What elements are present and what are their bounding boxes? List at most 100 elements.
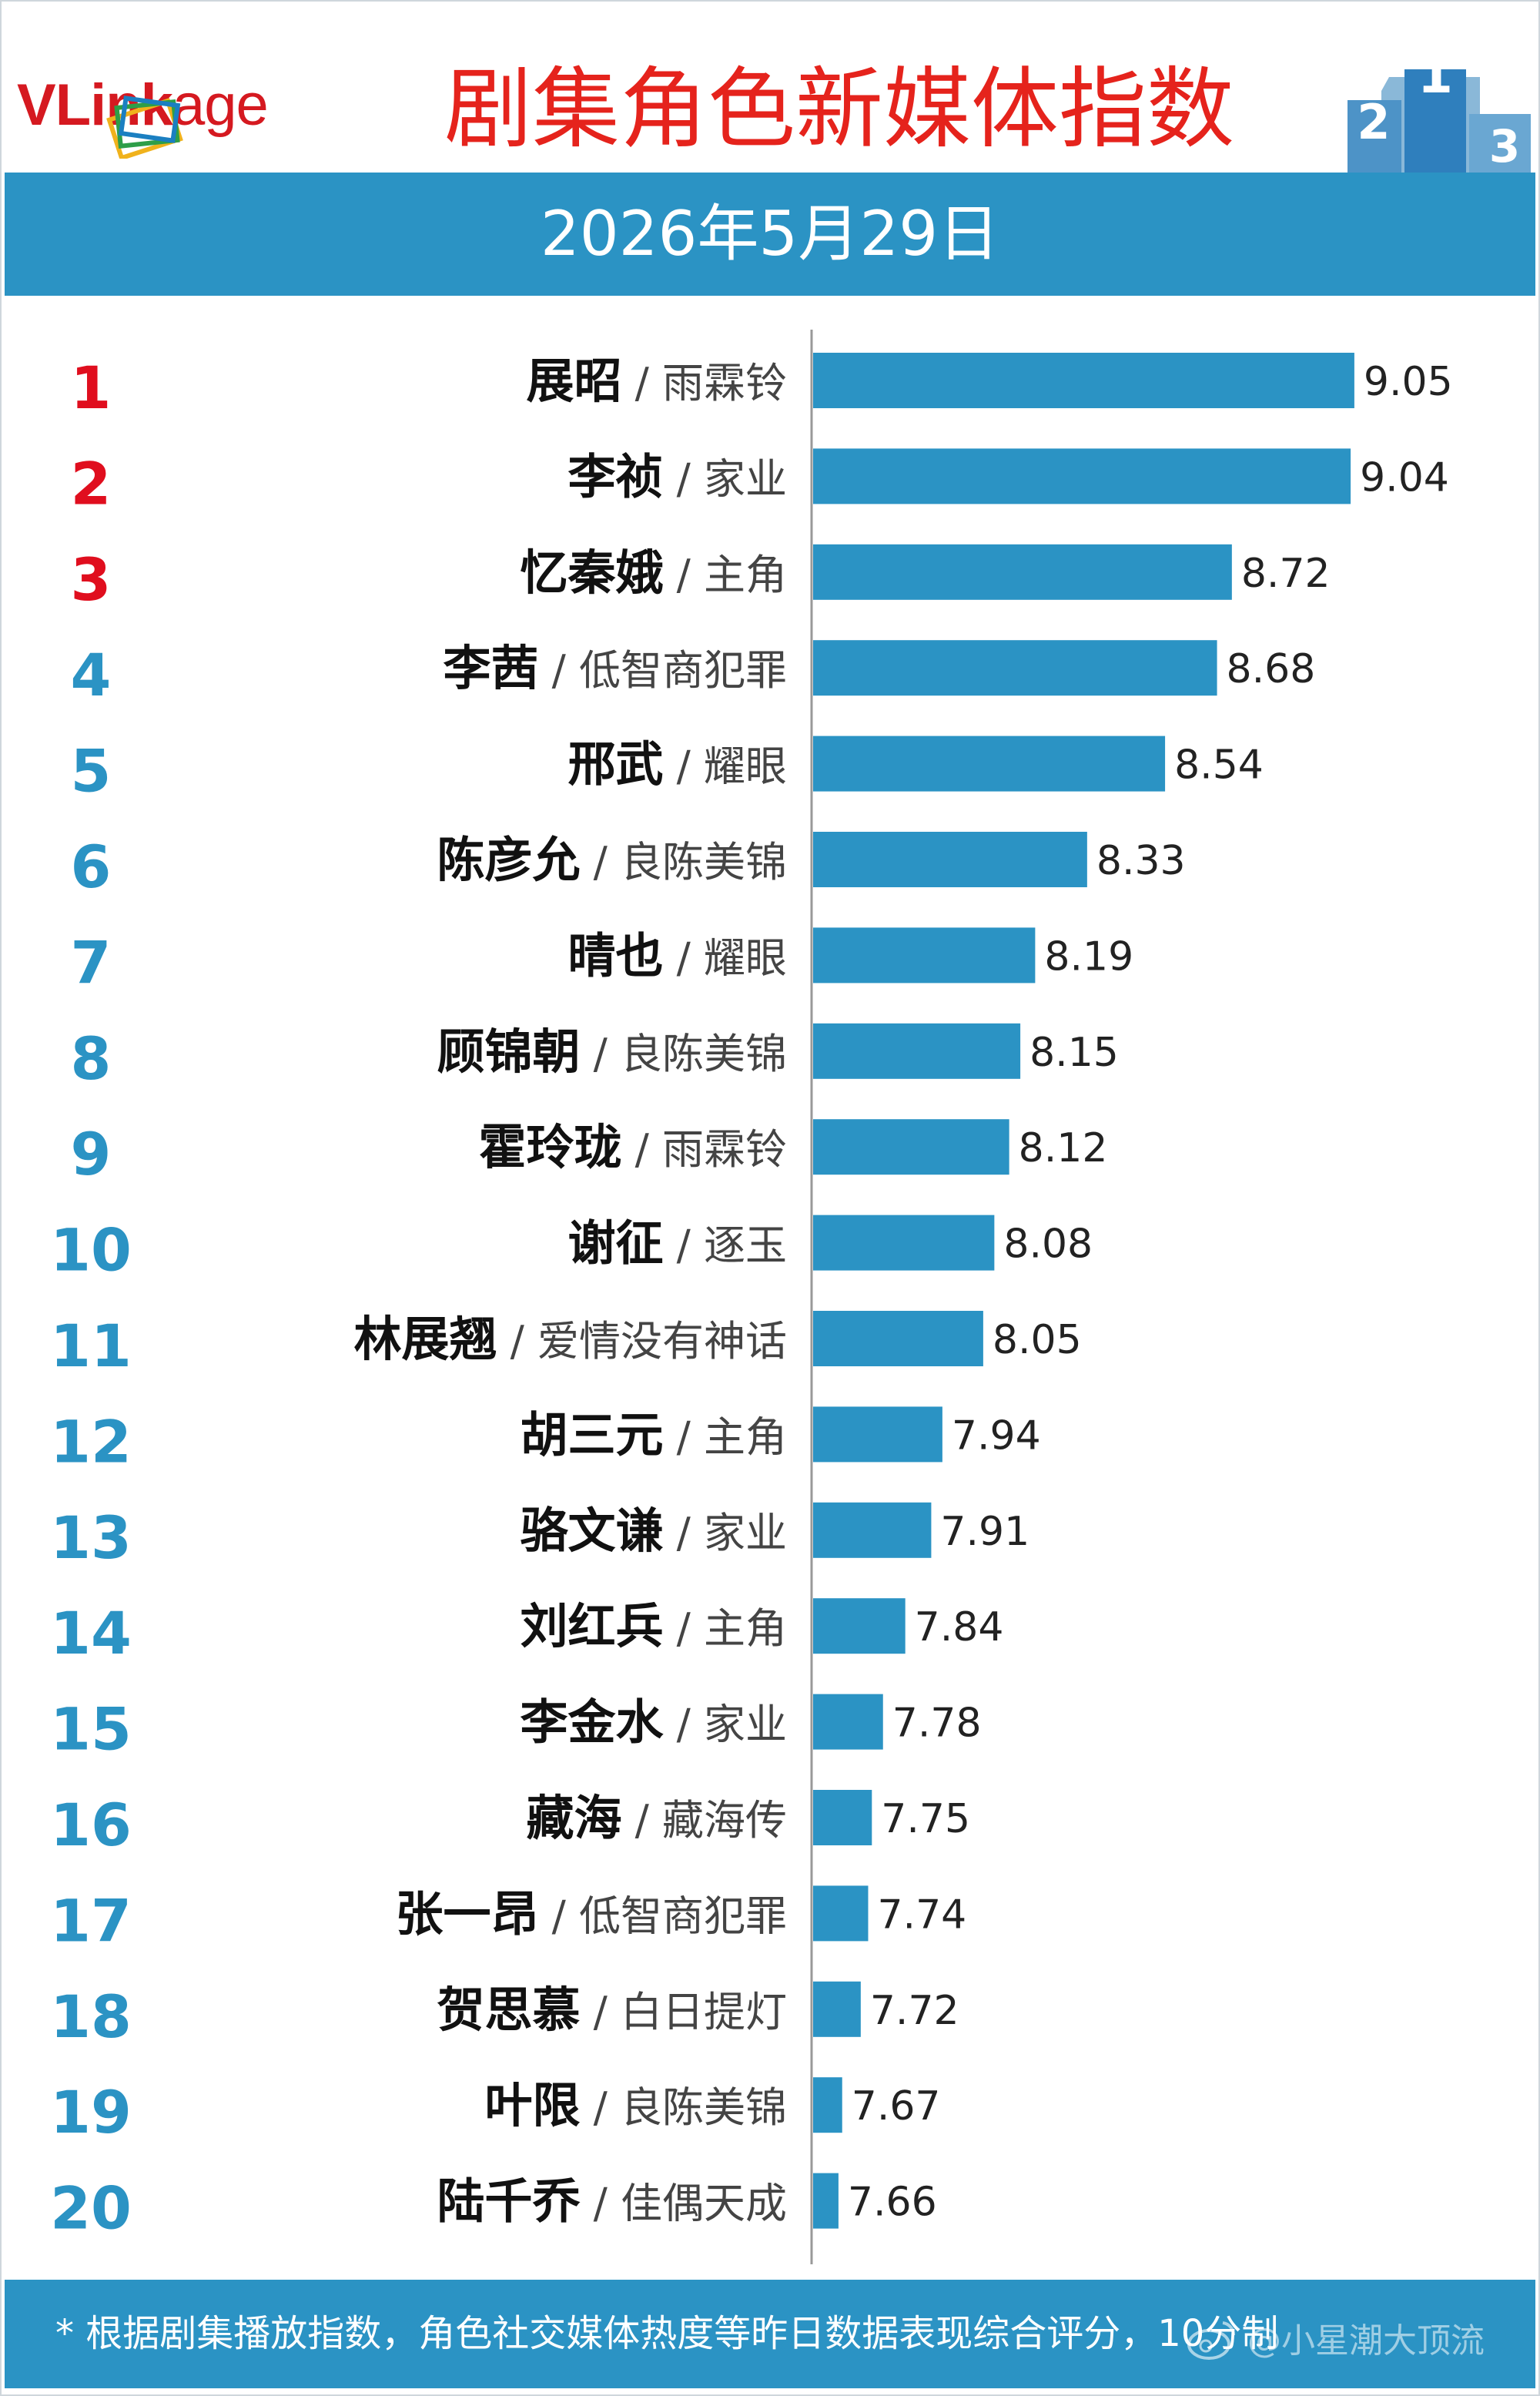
bar — [813, 1502, 932, 1558]
role-name: 李祯 — [567, 448, 663, 504]
bar — [813, 832, 1087, 887]
category-label: 陈彦允 / 良陈美锦 — [437, 832, 787, 888]
drama-name: 家业 — [704, 1701, 787, 1749]
label-separator: / — [663, 1509, 704, 1557]
rank-label: 14 — [50, 1599, 132, 1667]
label-separator: / — [580, 1988, 621, 2036]
label-separator: / — [580, 2180, 621, 2228]
drama-name: 良陈美锦 — [621, 2083, 787, 2132]
value-label: 8.72 — [1241, 551, 1331, 597]
footnote: * 根据剧集播放指数，角色社交媒体热度等昨日数据表现综合评分，10分制 — [55, 2312, 1279, 2355]
ranking-bar-chart: 1 展昭 / 雨霖铃 9.05 2 李祯 / 家业 9.04 3 忆秦娥 / 主角 8.72 4 李… — [50, 330, 1453, 2264]
label-separator: / — [538, 1892, 579, 1940]
label-separator: / — [663, 1412, 704, 1461]
role-name: 胡三元 — [520, 1406, 663, 1463]
category-label: 林展翘 / 爱情没有神话 — [353, 1311, 787, 1367]
rank-label: 15 — [50, 1695, 132, 1764]
podium-label-3: 3 — [1489, 120, 1520, 173]
role-name: 霍玲珑 — [478, 1119, 621, 1175]
value-label: 8.33 — [1096, 838, 1186, 884]
drama-name: 家业 — [704, 1509, 787, 1557]
drama-name: 雨霖铃 — [662, 359, 787, 407]
role-name: 谢征 — [567, 1215, 663, 1272]
category-label: 展昭 / 雨霖铃 — [526, 353, 787, 409]
bar — [813, 1023, 1021, 1079]
logo-age: age — [172, 72, 269, 138]
role-name: 骆文谦 — [520, 1503, 663, 1559]
rank-label: 16 — [50, 1791, 132, 1859]
value-label: 9.04 — [1360, 454, 1449, 501]
rank-label: 20 — [50, 2174, 132, 2243]
bar — [813, 448, 1351, 504]
label-separator: / — [663, 933, 704, 982]
value-label: 8.68 — [1227, 646, 1316, 692]
value-label: 7.74 — [877, 1892, 966, 1938]
category-label: 刘红兵 / 主角 — [520, 1598, 787, 1654]
value-label: 7.67 — [852, 2083, 941, 2130]
drama-name: 白日提灯 — [621, 1988, 787, 2036]
value-label: 8.15 — [1029, 1030, 1119, 1076]
drama-name: 藏海传 — [662, 1796, 787, 1845]
drama-name: 良陈美锦 — [621, 1030, 787, 1078]
rank-label: 4 — [71, 641, 112, 709]
role-name: 藏海 — [526, 1790, 621, 1846]
page-title: 剧集角色新媒体指数 — [444, 58, 1234, 160]
category-label: 忆秦娥 / 主角 — [520, 545, 787, 601]
drama-name: 低智商犯罪 — [579, 646, 787, 695]
drama-name: 主角 — [704, 1412, 787, 1461]
drama-name: 主角 — [704, 551, 787, 599]
value-label: 8.12 — [1019, 1125, 1108, 1171]
label-separator: / — [663, 742, 704, 791]
role-name: 陈彦允 — [437, 832, 580, 888]
value-label: 7.66 — [848, 2180, 937, 2226]
value-label: 8.05 — [993, 1317, 1082, 1363]
label-separator: / — [621, 359, 662, 407]
bar — [813, 353, 1354, 408]
category-label: 霍玲珑 / 雨霖铃 — [478, 1119, 787, 1175]
bar — [813, 736, 1166, 792]
category-label: 李祯 / 家业 — [567, 448, 787, 504]
category-label: 张一昂 / 低智商犯罪 — [395, 1885, 787, 1942]
value-label: 7.75 — [881, 1796, 970, 1842]
bar — [813, 1885, 869, 1942]
value-label: 7.78 — [892, 1701, 982, 1747]
drama-name: 雨霖铃 — [662, 1125, 787, 1174]
role-name: 贺思慕 — [437, 1982, 580, 2038]
drama-name: 良陈美锦 — [621, 838, 787, 886]
bar — [813, 1981, 861, 2037]
category-label: 贺思慕 / 白日提灯 — [437, 1982, 787, 2038]
category-label: 顾锦朝 / 良陈美锦 — [437, 1024, 787, 1080]
rank-label: 7 — [71, 928, 112, 997]
bar — [813, 1119, 1009, 1175]
category-label: 邢武 / 耀眼 — [567, 736, 787, 793]
bar — [813, 927, 1036, 984]
category-label: 李茜 / 低智商犯罪 — [443, 640, 787, 696]
category-label: 晴也 / 耀眼 — [567, 927, 787, 984]
label-separator: / — [538, 646, 579, 695]
podium-label-1: 1 — [1418, 45, 1453, 105]
value-label: 9.05 — [1364, 359, 1453, 405]
bar — [813, 1790, 872, 1845]
drama-name: 逐玉 — [704, 1221, 787, 1270]
bar — [813, 640, 1217, 696]
vlinkage-logo: VLinkage — [17, 71, 269, 159]
category-label: 叶限 / 良陈美锦 — [484, 2077, 787, 2133]
role-name: 忆秦娥 — [520, 545, 663, 601]
rank-label: 3 — [71, 545, 112, 614]
role-name: 晴也 — [567, 927, 663, 984]
rank-label: 13 — [50, 1503, 132, 1572]
role-name: 陆千乔 — [437, 2173, 580, 2230]
value-label: 8.08 — [1003, 1221, 1093, 1268]
label-separator: / — [663, 454, 704, 503]
rank-label: 10 — [50, 1216, 132, 1285]
logo-emblem-icon — [106, 96, 183, 159]
bar — [813, 1311, 983, 1366]
rank-label: 8 — [71, 1024, 112, 1093]
label-separator: / — [580, 2083, 621, 2132]
label-separator: / — [621, 1796, 662, 1845]
drama-name: 耀眼 — [704, 742, 787, 791]
rank-label: 12 — [50, 1407, 132, 1476]
drama-name: 耀眼 — [704, 933, 787, 982]
logo-v: V — [17, 72, 56, 138]
